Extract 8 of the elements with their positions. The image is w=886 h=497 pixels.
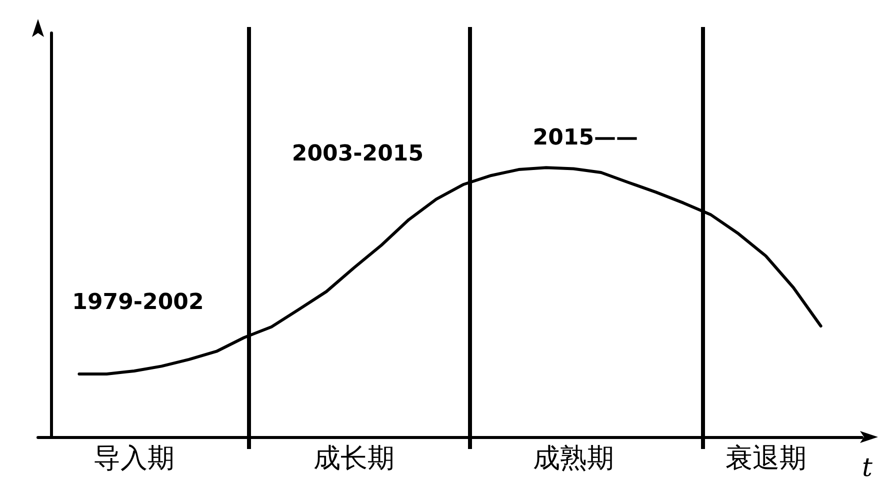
text: 2015—— <box>532 126 638 151</box>
x-tick-label: 成熟期 <box>533 443 614 474</box>
annotation: 1979-2002 <box>72 290 204 315</box>
x-tick-label: 成长期 <box>313 443 394 474</box>
x-tick-label: 衰退期 <box>725 443 806 474</box>
x-tick-label: 导入期 <box>94 443 175 474</box>
text: 2003-2015 <box>292 142 424 167</box>
x-axis-title: t <box>862 453 873 483</box>
